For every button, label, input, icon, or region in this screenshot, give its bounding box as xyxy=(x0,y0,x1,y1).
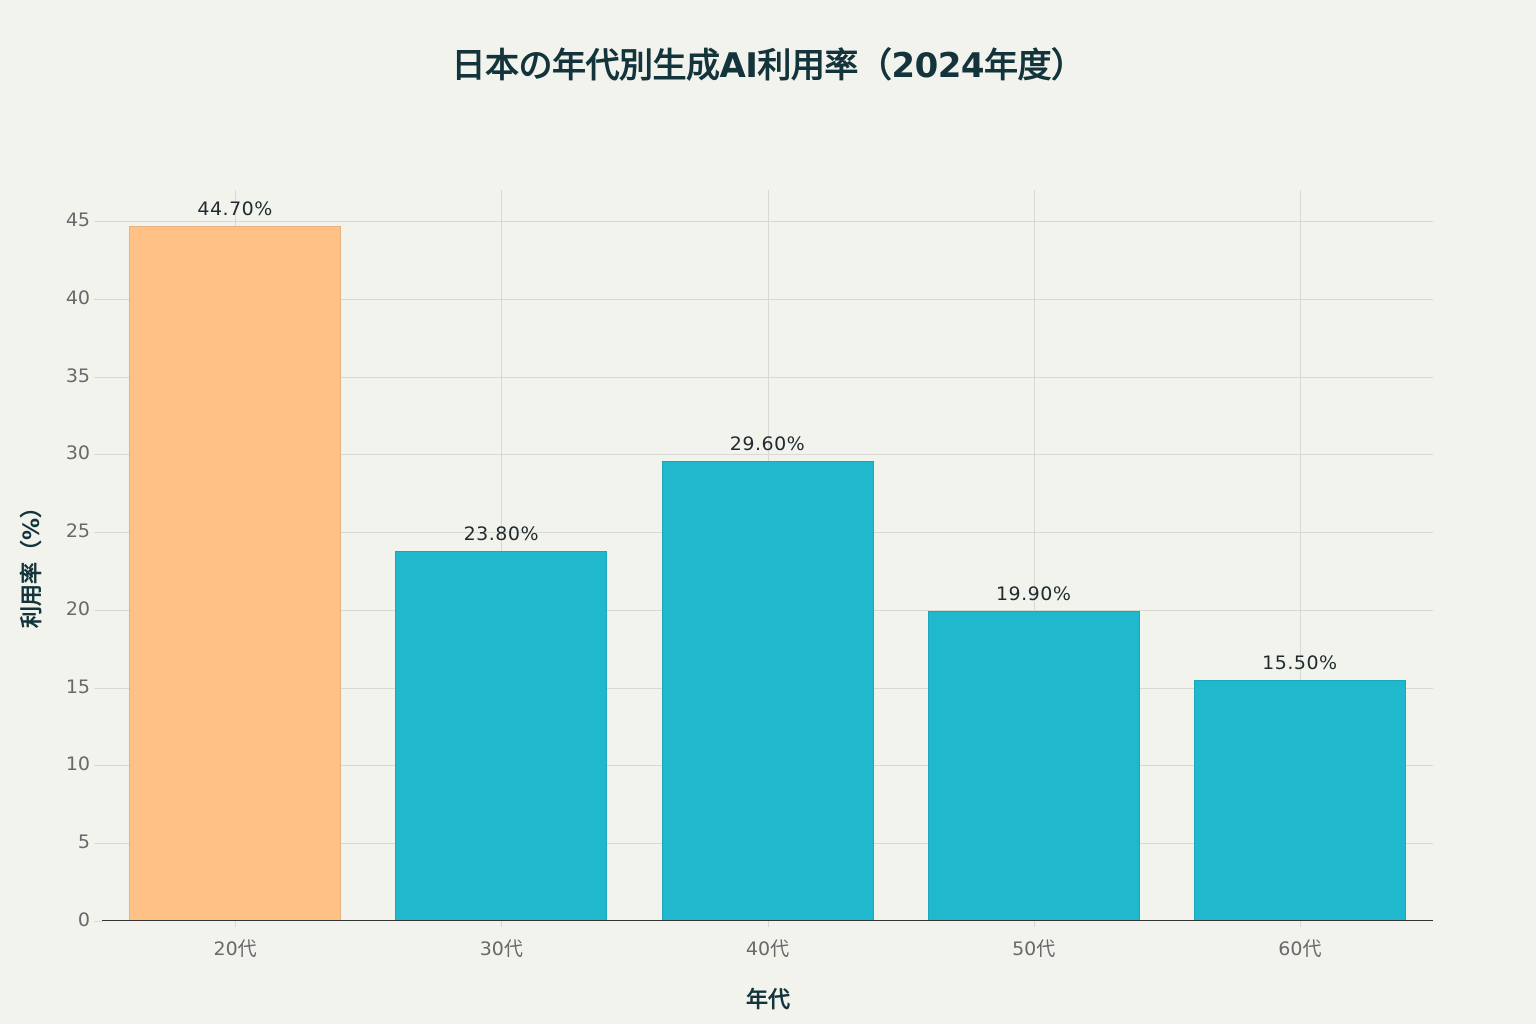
v-gridline xyxy=(1033,190,1035,921)
y-tick-label: 15 xyxy=(65,675,90,698)
y-tick-mark xyxy=(94,376,102,378)
y-tick-label: 30 xyxy=(65,442,90,465)
x-axis-line xyxy=(102,920,1433,921)
y-tick-label: 25 xyxy=(65,520,90,543)
bar-20代 xyxy=(129,225,342,921)
x-tick-label: 60代 xyxy=(1278,938,1322,960)
y-tick-label: 40 xyxy=(65,286,90,309)
y-tick-mark xyxy=(94,921,102,922)
x-tick-label: 50代 xyxy=(1012,938,1056,960)
y-tick-mark xyxy=(94,532,102,534)
x-tick-mark xyxy=(1299,921,1301,927)
v-gridline xyxy=(1299,190,1301,921)
y-tick-label: 45 xyxy=(65,209,90,231)
chart-title: 日本の年代別生成AI利用率（2024年度） xyxy=(451,46,1085,86)
bar-50代 xyxy=(927,611,1140,921)
bar-60代 xyxy=(1193,679,1406,921)
x-tick-label: 40代 xyxy=(745,938,790,960)
y-tick-mark xyxy=(94,765,102,767)
x-tick-mark xyxy=(501,921,503,927)
y-tick-label: 5 xyxy=(77,831,90,854)
plot-area: 44.70% 23.80% 29.60% 19.90% 15.50% xyxy=(102,190,1433,921)
bar-30代 xyxy=(395,550,608,921)
bar-value-label: 23.80% xyxy=(463,522,540,545)
y-tick-label: 35 xyxy=(65,364,90,387)
x-tick-mark xyxy=(235,921,237,927)
y-tick-mark xyxy=(94,221,102,222)
bar-value-label: 15.50% xyxy=(1262,651,1338,674)
x-axis-label: 年代 xyxy=(745,988,790,1013)
y-tick-mark xyxy=(94,454,102,456)
x-tick-label: 30代 xyxy=(479,938,523,960)
y-tick-label: 0 xyxy=(77,909,90,931)
x-tick-mark xyxy=(1033,921,1035,927)
y-tick-label: 20 xyxy=(65,597,90,620)
y-tick-mark xyxy=(94,687,102,689)
y-tick-mark xyxy=(94,609,102,611)
bar-40代 xyxy=(661,460,874,921)
bar-value-label: 19.90% xyxy=(995,583,1072,606)
bar-value-label: 29.60% xyxy=(729,432,806,455)
y-tick-mark xyxy=(94,843,102,845)
y-tick-label: 10 xyxy=(65,753,90,776)
x-tick-mark xyxy=(767,921,769,927)
y-tick-mark xyxy=(94,298,102,300)
bar-value-label: 44.70% xyxy=(197,197,273,220)
x-tick-label: 20代 xyxy=(213,938,257,960)
